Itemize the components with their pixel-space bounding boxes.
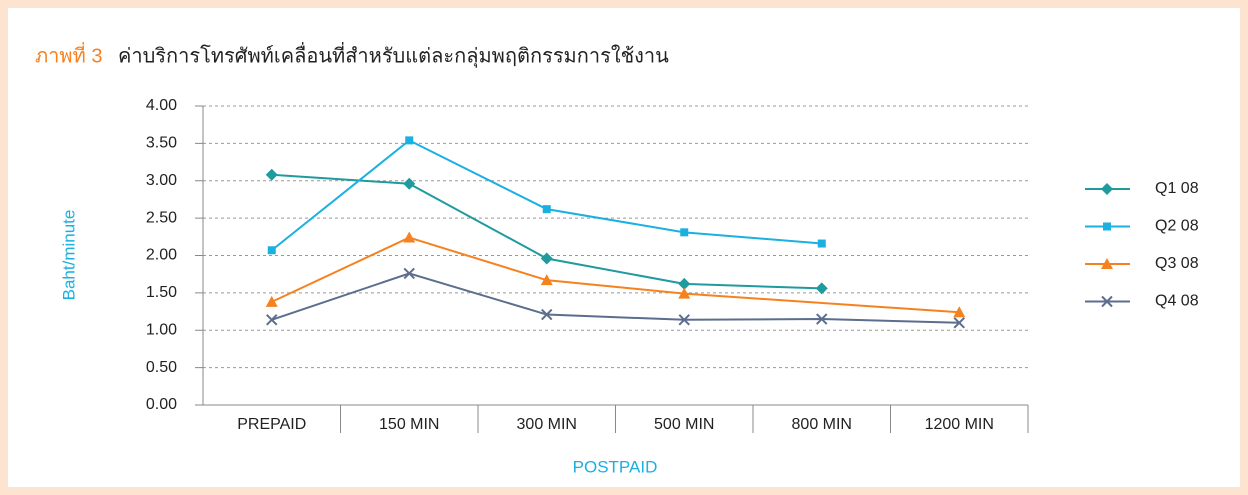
chart-title: ค่าบริการโทรศัพท์เคลื่อนที่สำหรับแต่ละกล… (118, 41, 669, 68)
legend-label: Q4 08 (1155, 293, 1199, 310)
y-tick-label: 3.50 (146, 135, 177, 152)
y-tick-label: 3.00 (146, 172, 177, 189)
x-tick-label: 150 MIN (379, 416, 439, 433)
marker (816, 313, 828, 325)
x-tick-label: 500 MIN (654, 416, 714, 433)
legend-label: Q2 08 (1155, 218, 1199, 235)
marker (817, 239, 826, 248)
marker (541, 308, 553, 321)
x-tick-label: PREPAID (237, 416, 306, 433)
x-tick-label: 1200 MIN (925, 416, 994, 433)
marker (265, 168, 278, 181)
y-axis-label: Baht/minute (59, 210, 78, 301)
figure-number: ภาพที่ 3 (35, 41, 102, 67)
marker (680, 228, 689, 237)
marker (953, 317, 965, 329)
marker (405, 136, 414, 145)
marker (403, 177, 416, 190)
y-tick-label: 0.00 (146, 396, 177, 413)
marker (1101, 258, 1113, 269)
marker (678, 314, 690, 326)
marker (267, 246, 276, 255)
marker (1101, 295, 1113, 308)
y-tick-label: 2.00 (146, 247, 177, 264)
marker (1103, 222, 1111, 231)
marker (266, 314, 278, 326)
marker (403, 267, 415, 280)
marker (540, 252, 553, 265)
marker (540, 274, 553, 286)
x-tick-label: 300 MIN (517, 416, 577, 433)
marker (542, 205, 551, 214)
x-tick-label: 800 MIN (792, 416, 852, 433)
marker (1101, 183, 1113, 195)
legend-label: Q1 08 (1155, 180, 1199, 197)
series-line (271, 272, 960, 324)
marker (815, 282, 828, 295)
y-tick-label: 1.50 (146, 284, 177, 301)
x-axis-label: POSTPAID (573, 457, 658, 476)
marker (678, 287, 691, 299)
panel (8, 8, 1240, 487)
marker (953, 306, 966, 318)
y-tick-label: 0.50 (146, 359, 177, 376)
y-tick-label: 4.00 (146, 97, 177, 114)
y-tick-label: 1.00 (146, 321, 177, 338)
marker (403, 231, 416, 243)
marker (265, 295, 278, 307)
legend-label: Q3 08 (1155, 255, 1199, 272)
marker (678, 277, 691, 290)
y-tick-label: 2.50 (146, 209, 177, 226)
